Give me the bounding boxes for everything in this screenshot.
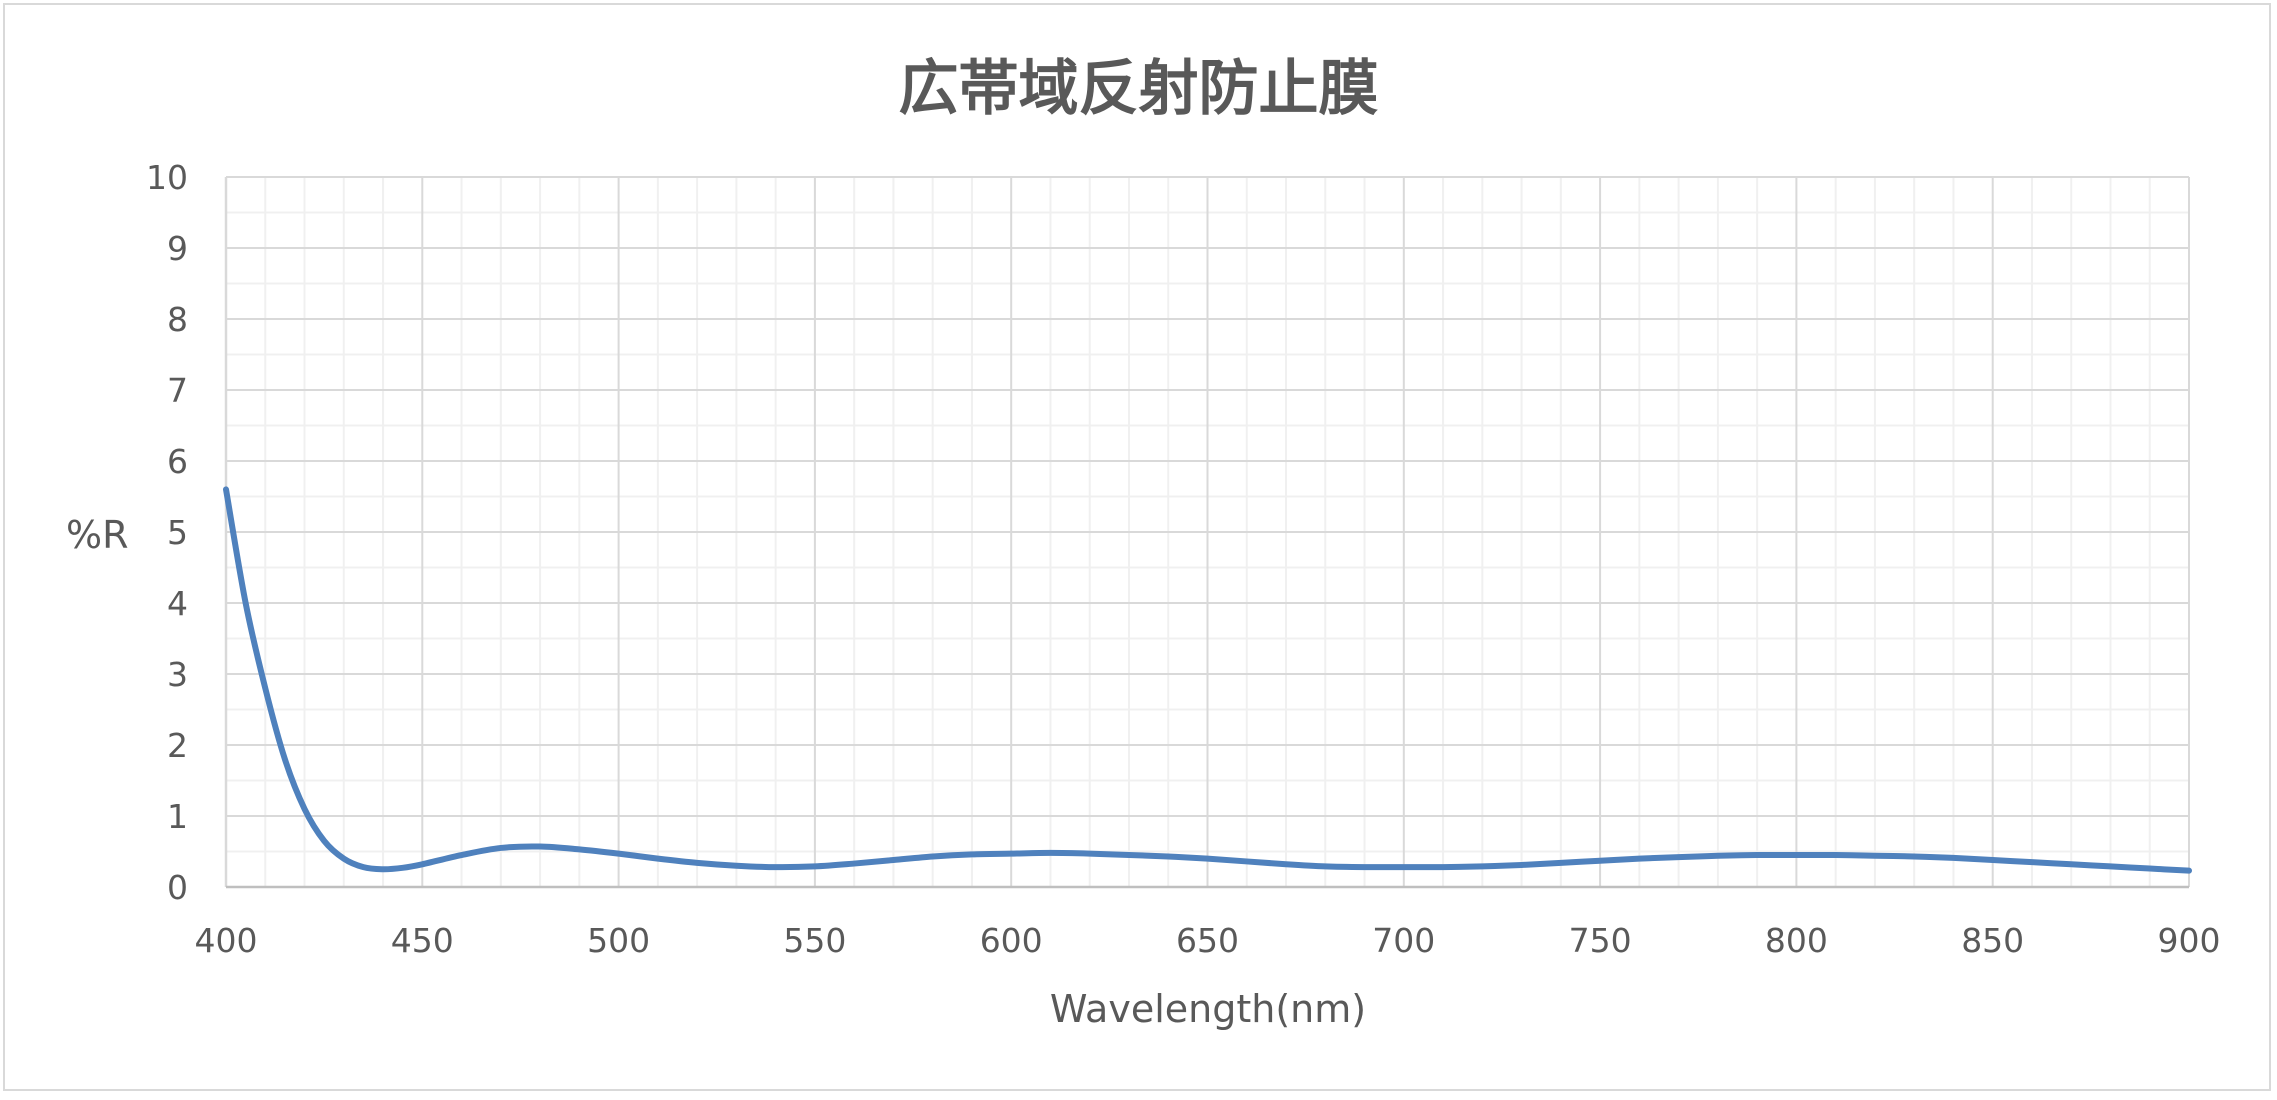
x-tick-label: 450 (391, 921, 454, 960)
y-tick-label: 0 (167, 868, 188, 907)
x-tick-label: 600 (980, 921, 1043, 960)
chart-title: 広帯域反射防止膜 (898, 54, 1379, 124)
x-tick-label: 850 (1961, 921, 2024, 960)
x-tick-label: 550 (783, 921, 846, 960)
x-axis-label: Wavelength(nm) (1050, 987, 1366, 1031)
x-tick-label: 400 (195, 921, 258, 960)
y-tick-labels: 0 1 2 3 4 5 6 7 8 9 10 (146, 158, 188, 907)
y-tick-label: 9 (167, 229, 188, 268)
y-tick-label: 5 (167, 513, 188, 552)
series-layer (223, 486, 2192, 874)
y-tick-label: 2 (167, 726, 188, 765)
y-tick-label: 4 (167, 584, 188, 623)
y-tick-label: 6 (167, 442, 188, 481)
y-tick-label: 1 (167, 797, 188, 836)
major-grid (225, 176, 2190, 888)
axes (224, 177, 2189, 889)
y-axis-label: %R (66, 513, 129, 557)
y-tick-label: 8 (167, 300, 188, 339)
x-tick-label: 500 (587, 921, 650, 960)
chart-frame (3, 3, 2271, 1091)
x-tick-label: 750 (1569, 921, 1632, 960)
x-tick-label: 650 (1176, 921, 1239, 960)
x-tick-labels: 400 450 500 550 600 650 700 750 800 850 900 (195, 921, 2221, 960)
x-tick-label: 900 (2158, 921, 2221, 960)
x-tick-label: 800 (1765, 921, 1828, 960)
y-tick-label: 3 (167, 655, 188, 694)
series-line (223, 486, 2192, 874)
y-tick-label: 10 (146, 158, 188, 197)
x-tick-label: 700 (1372, 921, 1435, 960)
y-tick-label: 7 (167, 371, 188, 410)
